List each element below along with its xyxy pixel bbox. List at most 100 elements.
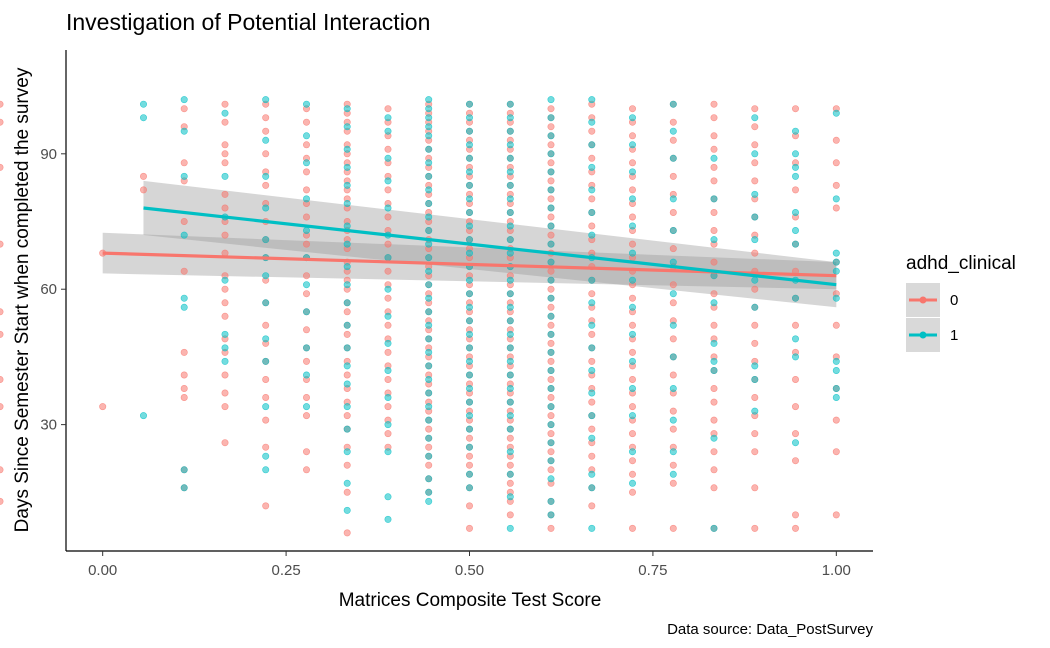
point-group-1 xyxy=(425,335,433,343)
point-group-1 xyxy=(180,466,188,474)
ci-band-1 xyxy=(143,180,837,308)
point-group-1 xyxy=(465,222,473,230)
point-group-0 xyxy=(547,303,555,311)
point-group-0 xyxy=(588,502,596,510)
point-group-1 xyxy=(506,493,514,501)
point-group-1 xyxy=(180,231,188,239)
point-group-1 xyxy=(547,348,555,356)
point-group-0 xyxy=(547,412,555,420)
point-group-1 xyxy=(262,136,270,144)
point-group-0 xyxy=(791,524,799,532)
point-group-1 xyxy=(506,276,514,284)
x-tick-label: 1.00 xyxy=(822,562,851,579)
point-group-1 xyxy=(832,384,840,392)
point-group-0 xyxy=(832,416,840,424)
point-group-1 xyxy=(669,353,677,361)
point-group-1 xyxy=(425,348,433,356)
point-group-1 xyxy=(425,416,433,424)
point-group-1 xyxy=(506,384,514,392)
point-group-1 xyxy=(547,384,555,392)
point-group-0 xyxy=(547,267,555,275)
point-group-0 xyxy=(0,466,4,474)
point-group-1 xyxy=(384,127,392,135)
y-tick-label: 60 xyxy=(40,281,57,298)
scatter-points xyxy=(0,96,840,537)
point-group-1 xyxy=(547,294,555,302)
point-group-0 xyxy=(262,375,270,383)
point-group-1 xyxy=(791,439,799,447)
point-group-1 xyxy=(832,357,840,365)
point-group-1 xyxy=(140,412,148,420)
point-group-1 xyxy=(628,276,636,284)
point-group-0 xyxy=(302,357,310,365)
point-group-0 xyxy=(832,136,840,144)
point-group-0 xyxy=(180,348,188,356)
point-group-0 xyxy=(384,375,392,383)
point-group-1 xyxy=(832,249,840,257)
point-group-0 xyxy=(343,412,351,420)
point-group-0 xyxy=(832,181,840,189)
point-group-1 xyxy=(791,209,799,217)
point-group-1 xyxy=(791,294,799,302)
point-group-1 xyxy=(343,506,351,514)
point-group-1 xyxy=(547,186,555,194)
point-group-0 xyxy=(628,524,636,532)
point-group-0 xyxy=(710,163,718,171)
point-group-0 xyxy=(547,285,555,293)
point-group-0 xyxy=(751,285,759,293)
point-group-0 xyxy=(465,452,473,460)
point-group-0 xyxy=(751,448,759,456)
point-group-1 xyxy=(425,452,433,460)
point-group-1 xyxy=(425,159,433,167)
point-group-1 xyxy=(262,357,270,365)
point-group-1 xyxy=(669,127,677,135)
point-group-0 xyxy=(791,186,799,194)
point-group-1 xyxy=(506,344,514,352)
point-group-1 xyxy=(302,281,310,289)
point-group-0 xyxy=(751,105,759,113)
point-group-0 xyxy=(588,222,596,230)
point-group-0 xyxy=(791,375,799,383)
point-group-1 xyxy=(751,213,759,221)
point-group-0 xyxy=(262,150,270,158)
point-group-1 xyxy=(547,258,555,266)
point-group-0 xyxy=(180,371,188,379)
point-group-1 xyxy=(343,263,351,271)
point-group-1 xyxy=(425,227,433,235)
point-group-0 xyxy=(180,267,188,275)
point-group-0 xyxy=(221,299,229,307)
point-group-0 xyxy=(302,213,310,221)
point-group-0 xyxy=(302,118,310,126)
point-group-1 xyxy=(791,353,799,361)
point-group-0 xyxy=(506,511,514,519)
y-tick-label: 90 xyxy=(40,146,57,163)
point-group-0 xyxy=(547,375,555,383)
point-group-0 xyxy=(832,159,840,167)
point-group-1 xyxy=(425,213,433,221)
point-group-1 xyxy=(384,366,392,374)
point-group-0 xyxy=(588,357,596,365)
point-group-0 xyxy=(628,213,636,221)
point-group-0 xyxy=(628,159,636,167)
point-group-1 xyxy=(425,389,433,397)
point-group-1 xyxy=(343,425,351,433)
point-group-1 xyxy=(343,362,351,370)
axis-ticks: 0.00 0.25 0.50 0.75 1.00 30 60 90 xyxy=(40,146,851,579)
point-group-1 xyxy=(628,195,636,203)
point-group-1 xyxy=(547,204,555,212)
point-group-1 xyxy=(465,181,473,189)
point-group-0 xyxy=(547,177,555,185)
point-group-1 xyxy=(547,511,555,519)
point-group-0 xyxy=(791,430,799,438)
point-group-0 xyxy=(710,132,718,140)
point-group-1 xyxy=(384,515,392,523)
point-group-1 xyxy=(506,317,514,325)
point-group-1 xyxy=(669,470,677,478)
point-group-0 xyxy=(669,335,677,343)
point-group-1 xyxy=(710,366,718,374)
point-group-0 xyxy=(669,524,677,532)
point-group-1 xyxy=(465,303,473,311)
point-group-1 xyxy=(384,285,392,293)
point-group-1 xyxy=(710,339,718,347)
point-group-1 xyxy=(343,479,351,487)
